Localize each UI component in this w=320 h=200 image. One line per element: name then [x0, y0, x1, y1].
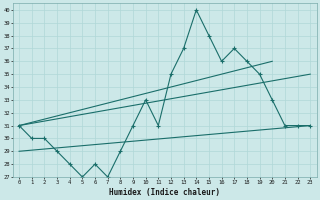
X-axis label: Humidex (Indice chaleur): Humidex (Indice chaleur)	[109, 188, 220, 197]
